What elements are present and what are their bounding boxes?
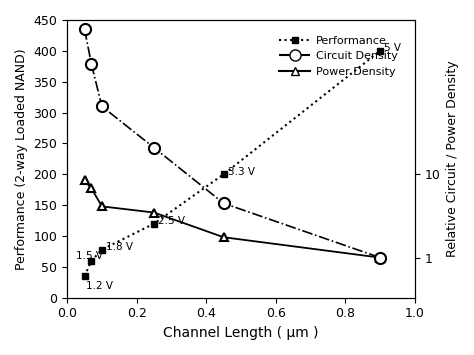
Text: 3.3 V: 3.3 V [228,167,255,177]
Y-axis label: Performance (2-way Loaded NAND): Performance (2-way Loaded NAND) [15,48,28,270]
Legend: Performance, Circuit Density, Power Density: Performance, Circuit Density, Power Dens… [275,31,402,81]
Y-axis label: Relative Circuit / Power Density: Relative Circuit / Power Density [446,61,459,257]
Text: 1.5 V: 1.5 V [76,251,103,261]
Text: 1.2 V: 1.2 V [86,281,113,291]
Text: 5 V: 5 V [384,43,401,53]
Text: 2.5 V: 2.5 V [158,216,185,226]
X-axis label: Channel Length ( μm ): Channel Length ( μm ) [163,326,319,340]
Text: 1.8 V: 1.8 V [106,242,133,252]
